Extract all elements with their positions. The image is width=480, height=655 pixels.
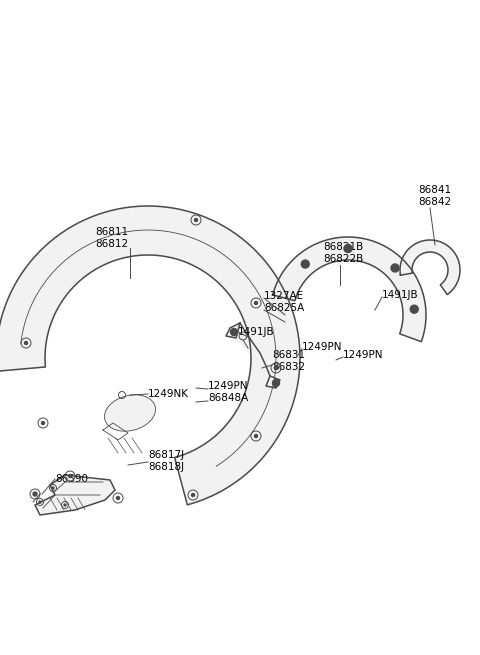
Text: 86831
86832: 86831 86832: [272, 350, 305, 372]
Text: 86817J
86818J: 86817J 86818J: [148, 450, 184, 472]
Polygon shape: [0, 206, 300, 505]
Text: 1327AE: 1327AE: [264, 291, 304, 301]
Circle shape: [301, 260, 309, 268]
Circle shape: [64, 504, 66, 506]
Text: 86825A: 86825A: [264, 303, 304, 313]
Circle shape: [39, 501, 41, 503]
Text: 86811
86812: 86811 86812: [96, 227, 129, 249]
Text: 86841
86842: 86841 86842: [418, 185, 451, 207]
Circle shape: [275, 367, 277, 369]
Circle shape: [117, 496, 120, 500]
Circle shape: [254, 434, 257, 438]
Text: 1249PN: 1249PN: [343, 350, 384, 360]
Text: 86590: 86590: [55, 474, 88, 484]
Circle shape: [69, 474, 72, 477]
Polygon shape: [226, 323, 270, 376]
Text: 1249PN: 1249PN: [302, 342, 343, 352]
Polygon shape: [273, 237, 426, 342]
Circle shape: [391, 264, 399, 272]
Text: 1249PN: 1249PN: [208, 381, 249, 391]
Circle shape: [273, 379, 279, 386]
Ellipse shape: [105, 395, 156, 431]
Circle shape: [33, 492, 37, 496]
Text: 1491JB: 1491JB: [238, 327, 275, 337]
Text: 1491JB: 1491JB: [382, 290, 419, 300]
Circle shape: [24, 341, 27, 345]
Circle shape: [52, 487, 54, 489]
Circle shape: [230, 329, 238, 335]
Circle shape: [194, 219, 197, 221]
Circle shape: [344, 244, 352, 252]
Text: 1249NK: 1249NK: [148, 389, 189, 399]
Circle shape: [254, 301, 257, 305]
Text: 86821B
86822B: 86821B 86822B: [323, 242, 363, 264]
Text: 86848A: 86848A: [208, 393, 248, 403]
Polygon shape: [400, 240, 460, 295]
Circle shape: [41, 422, 45, 424]
Circle shape: [410, 305, 418, 313]
Circle shape: [192, 493, 194, 496]
Polygon shape: [35, 475, 115, 515]
